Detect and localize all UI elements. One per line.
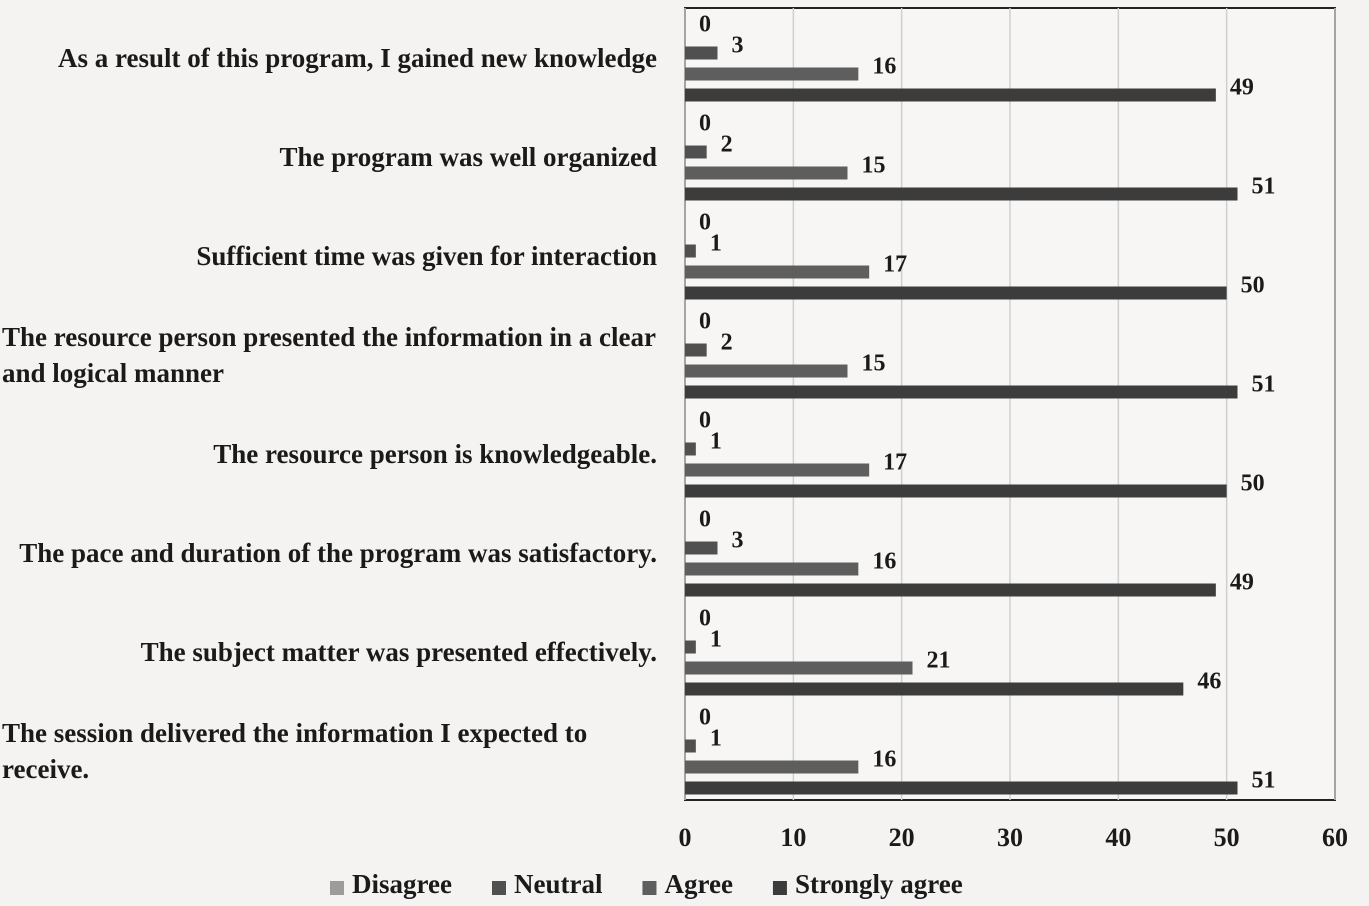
bar xyxy=(685,640,696,654)
value-label: 0 xyxy=(699,111,711,137)
x-tick-label: 60 xyxy=(1322,823,1348,852)
category-label: The program was well organized xyxy=(280,107,657,206)
value-label: 17 xyxy=(883,252,907,278)
value-label: 0 xyxy=(699,705,711,731)
value-label: 3 xyxy=(732,33,744,59)
bar xyxy=(685,244,696,258)
legend-swatch xyxy=(772,881,787,895)
bar xyxy=(685,583,1216,597)
bar xyxy=(685,166,848,180)
legend-label: Neutral xyxy=(514,869,603,899)
bar xyxy=(685,364,848,378)
value-label: 0 xyxy=(699,12,711,38)
value-label: 16 xyxy=(872,54,896,80)
value-label: 0 xyxy=(699,507,711,533)
value-label: 15 xyxy=(862,153,886,179)
value-label: 51 xyxy=(1252,174,1276,200)
category-label: The subject matter was presented effecti… xyxy=(141,602,657,701)
bar xyxy=(685,562,859,576)
x-tick-label: 50 xyxy=(1214,823,1240,852)
value-label: 2 xyxy=(721,132,733,158)
bar xyxy=(685,682,1184,696)
value-label: 46 xyxy=(1197,669,1221,695)
bar xyxy=(685,343,707,357)
category-label: The session delivered the information I … xyxy=(2,701,657,800)
value-label: 51 xyxy=(1252,372,1276,398)
value-label: 1 xyxy=(710,231,722,257)
legend-swatch xyxy=(330,881,344,895)
bar xyxy=(685,541,718,555)
bar xyxy=(685,265,870,279)
bar xyxy=(685,739,696,753)
value-label: 16 xyxy=(872,747,896,773)
bar xyxy=(685,286,1227,300)
value-label: 49 xyxy=(1230,570,1254,596)
value-label: 2 xyxy=(721,330,733,356)
x-tick-label: 20 xyxy=(889,823,915,852)
category-text: The pace and duration of the program was… xyxy=(19,537,657,568)
x-tick-label: 0 xyxy=(679,823,692,852)
value-label: 0 xyxy=(699,309,711,335)
x-tick-label: 40 xyxy=(1105,823,1131,852)
bar xyxy=(685,442,696,456)
category-text: The session delivered the information I … xyxy=(2,717,588,784)
value-label: 51 xyxy=(1252,768,1276,794)
value-label: 17 xyxy=(883,450,907,476)
bar xyxy=(685,781,1238,795)
category-text: Sufficient time was given for interactio… xyxy=(196,240,657,271)
bar xyxy=(685,46,718,60)
bar xyxy=(685,484,1227,498)
category-label: The resource person presented the inform… xyxy=(2,305,657,404)
bar xyxy=(685,661,913,675)
value-label: 50 xyxy=(1241,471,1265,497)
category-label: The resource person is knowledgeable. xyxy=(213,404,657,503)
bar xyxy=(685,88,1216,102)
category-text: The program was well organized xyxy=(279,141,657,172)
category-text: As a result of this program, I gained ne… xyxy=(57,42,657,73)
x-tick-label: 10 xyxy=(780,823,806,852)
category-text: The resource person is knowledgeable. xyxy=(213,438,657,469)
value-label: 3 xyxy=(732,528,744,554)
value-label: 15 xyxy=(862,351,886,377)
legend-label: Agree xyxy=(664,869,732,899)
category-text: The resource person presented the inform… xyxy=(2,321,656,388)
x-tick-label: 30 xyxy=(997,823,1023,852)
category-text: The subject matter was presented effecti… xyxy=(140,636,657,667)
legend-swatch xyxy=(491,881,506,895)
value-label: 49 xyxy=(1230,75,1254,101)
bar xyxy=(685,760,859,774)
bar xyxy=(685,145,707,159)
category-label: The pace and duration of the program was… xyxy=(19,503,657,602)
value-label: 0 xyxy=(699,408,711,434)
legend-label: Disagree xyxy=(352,869,452,899)
value-label: 50 xyxy=(1241,273,1265,299)
category-label: As a result of this program, I gained ne… xyxy=(58,8,657,107)
legend-swatch xyxy=(642,881,657,895)
value-label: 21 xyxy=(927,648,951,674)
bar xyxy=(685,385,1238,399)
value-label: 16 xyxy=(872,549,896,575)
bar xyxy=(685,67,859,81)
legend-label: Strongly agree xyxy=(795,869,963,899)
value-label: 1 xyxy=(710,429,722,455)
value-label: 1 xyxy=(710,627,722,653)
value-label: 0 xyxy=(699,606,711,632)
value-label: 0 xyxy=(699,210,711,236)
value-label: 1 xyxy=(710,726,722,752)
category-label: Sufficient time was given for interactio… xyxy=(196,206,657,305)
bar xyxy=(685,463,870,477)
bar xyxy=(685,187,1238,201)
